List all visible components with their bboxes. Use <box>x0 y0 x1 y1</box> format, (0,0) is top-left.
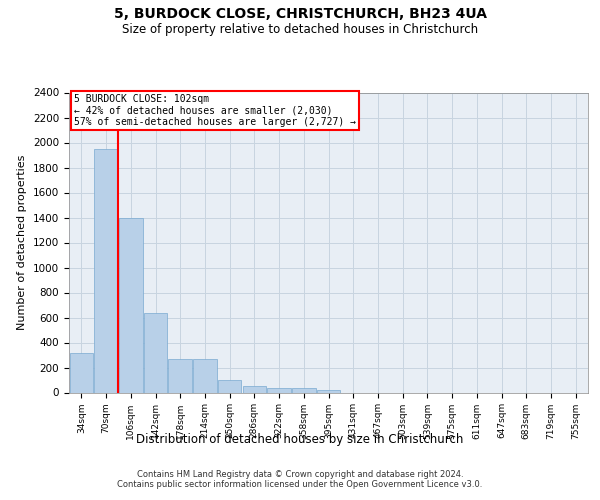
Text: Size of property relative to detached houses in Christchurch: Size of property relative to detached ho… <box>122 22 478 36</box>
Y-axis label: Number of detached properties: Number of detached properties <box>17 155 28 330</box>
Bar <box>317 390 340 392</box>
Bar <box>70 352 93 393</box>
Bar <box>169 359 192 392</box>
Bar <box>218 380 241 392</box>
Text: Distribution of detached houses by size in Christchurch: Distribution of detached houses by size … <box>136 432 464 446</box>
Text: Contains HM Land Registry data © Crown copyright and database right 2024.
Contai: Contains HM Land Registry data © Crown c… <box>118 470 482 490</box>
Text: 5 BURDOCK CLOSE: 102sqm
← 42% of detached houses are smaller (2,030)
57% of semi: 5 BURDOCK CLOSE: 102sqm ← 42% of detache… <box>74 94 356 127</box>
Bar <box>94 149 118 392</box>
Text: 5, BURDOCK CLOSE, CHRISTCHURCH, BH23 4UA: 5, BURDOCK CLOSE, CHRISTCHURCH, BH23 4UA <box>113 8 487 22</box>
Bar <box>119 218 143 392</box>
Bar <box>268 388 291 392</box>
Bar <box>242 386 266 392</box>
Bar <box>144 312 167 392</box>
Bar <box>193 359 217 392</box>
Bar <box>292 388 316 392</box>
